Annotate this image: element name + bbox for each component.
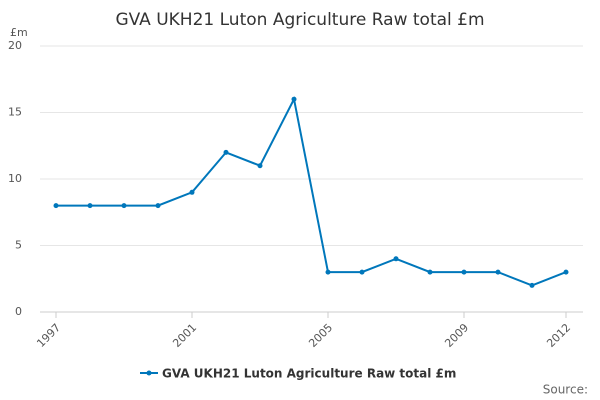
point	[121, 203, 127, 209]
y-tick-label: 5	[15, 239, 22, 252]
point	[257, 163, 263, 169]
point	[223, 149, 229, 155]
point	[53, 203, 59, 209]
y-tick-label: 10	[8, 172, 22, 185]
point	[155, 203, 161, 209]
point	[359, 269, 365, 275]
y-tick-label: 15	[8, 106, 22, 119]
line	[56, 96, 567, 287]
x-tick-label: 2009	[442, 321, 471, 350]
point	[291, 96, 297, 102]
legend-marker	[146, 370, 152, 376]
x-tick-label: 2012	[544, 321, 573, 350]
legend-label: GVA UKH21 Luton Agriculture Raw total £m	[162, 367, 456, 381]
point	[529, 282, 535, 288]
y-tick-label: 0	[15, 305, 22, 318]
x-tick-label: 1997	[34, 321, 63, 350]
point	[427, 269, 433, 275]
x-tick-label: 2001	[170, 321, 199, 350]
point	[393, 256, 399, 262]
point	[461, 269, 467, 275]
chart-title: GVA UKH21 Luton Agriculture Raw total £m	[115, 10, 484, 30]
point	[325, 269, 331, 275]
point	[87, 203, 93, 209]
point	[495, 269, 501, 275]
point	[563, 269, 569, 275]
y-tick-label: 20	[8, 39, 22, 52]
point	[189, 189, 195, 195]
x-tick-label: 2005	[306, 321, 335, 350]
y-axis-label: £m	[10, 26, 28, 39]
source: Source:	[543, 383, 588, 397]
